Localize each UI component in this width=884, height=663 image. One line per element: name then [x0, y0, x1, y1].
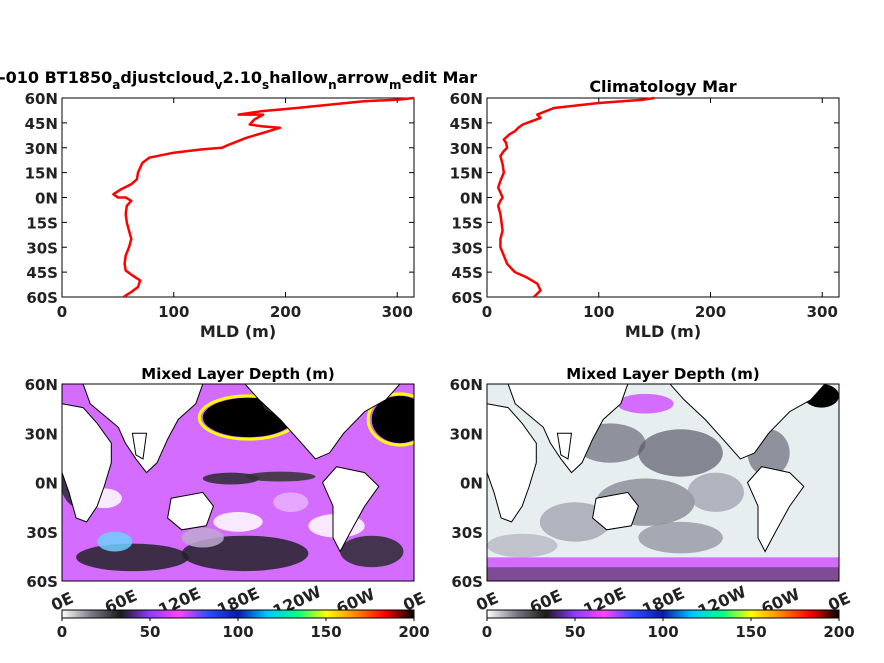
ocean-anomaly: [97, 531, 133, 552]
map-plot-area: [62, 384, 414, 581]
colorbar-tick-label: 150: [735, 623, 766, 641]
ocean-anomaly: [273, 492, 309, 513]
map-y-tick-label: 60N: [25, 376, 58, 394]
ocean-anomaly: [340, 535, 404, 568]
y-tick-label: 30N: [450, 140, 483, 158]
top-right-panel-title: Climatology Mar: [589, 77, 736, 96]
top-left-panel-title: -010 BT1850adjustcloudv2.10shallownarrow…: [0, 68, 477, 92]
x-tick-label: 0: [57, 303, 67, 321]
colorbar-tick-label: 0: [57, 623, 67, 641]
y-tick-label: 45N: [450, 115, 483, 133]
y-tick-label: 30S: [26, 239, 58, 257]
ocean-anomaly: [617, 393, 674, 414]
map-y-tick-label: 60N: [450, 376, 483, 394]
y-tick-label: 60N: [25, 90, 58, 108]
y-tick-label: 30S: [451, 239, 483, 257]
land-mask: [82, 384, 204, 474]
colorbar-tick-label: 50: [565, 623, 586, 641]
y-tick-label: 30N: [25, 140, 58, 158]
ocean-anomaly: [202, 472, 260, 485]
ocean-anomaly: [539, 502, 611, 542]
land-mask: [244, 384, 401, 460]
map-y-tick-label: 30S: [451, 524, 483, 542]
y-tick-label: 15N: [450, 165, 483, 183]
x-tick-label: 300: [807, 303, 838, 321]
mld-profile-line: [496, 96, 655, 298]
y-tick-label: 45S: [26, 264, 58, 282]
colorbar-tick-label: 100: [222, 623, 253, 641]
colorbar-tick-label: 50: [140, 623, 161, 641]
map-y-tick-label: 30N: [450, 425, 483, 443]
x-tick-label: 100: [158, 303, 189, 321]
colorbar-right: 0 50 100 150 200: [482, 609, 855, 641]
ocean-anomaly: [213, 512, 263, 532]
map-y-tick-label: 0N: [460, 475, 483, 493]
y-tick-label: 0N: [35, 190, 58, 208]
ocean-anomaly: [487, 533, 558, 558]
colorbar-tick-label: 150: [310, 623, 341, 641]
colorbar-tick-label: 0: [482, 623, 492, 641]
land-mask: [669, 384, 826, 460]
y-tick-label: 15S: [451, 214, 483, 232]
y-tick-label: 60N: [450, 90, 483, 108]
y-tick-label: 15S: [26, 214, 58, 232]
map-plot-area: [487, 384, 839, 581]
profile-plot-frame: [61, 97, 415, 298]
ocean-anomaly: [245, 471, 316, 482]
map-y-tick-label: 0N: [35, 475, 58, 493]
bottom-right-panel-title: Mixed Layer Depth (m): [566, 365, 759, 383]
map-frame: [61, 383, 415, 582]
land-mask: [746, 466, 805, 553]
land-mask: [556, 432, 573, 460]
land-mask: [131, 432, 148, 460]
land-mask: [592, 491, 639, 531]
map-y-tick-label: 60S: [451, 573, 483, 591]
y-tick-label: 0N: [460, 190, 483, 208]
deep-mixed-layer-edge: [366, 392, 414, 447]
profile-plot-frame: [486, 97, 840, 298]
colorbar-tick-label: 200: [823, 623, 854, 641]
ocean-anomaly: [638, 521, 723, 554]
southern-ocean-band: [487, 567, 839, 581]
ocean-anomaly: [638, 429, 723, 477]
land-mask: [167, 491, 214, 531]
ocean-anomaly: [181, 527, 224, 548]
x-tick-label: 0: [482, 303, 492, 321]
x-axis-label: MLD (m): [625, 322, 701, 341]
land-mask: [62, 403, 112, 523]
colorbar-left: 0 50 100 150 200: [57, 609, 430, 641]
bottom-left-panel-title: Mixed Layer Depth (m): [141, 365, 334, 383]
y-tick-label: 45S: [451, 264, 483, 282]
y-tick-label: 45N: [25, 115, 58, 133]
colorbar-gradient: [61, 609, 415, 619]
map-y-tick-label: 30N: [25, 425, 58, 443]
x-tick-label: 200: [695, 303, 726, 321]
x-tick-label: 300: [382, 303, 413, 321]
land-mask: [487, 403, 537, 523]
deep-mixed-layer-atlantic: [371, 395, 414, 444]
land-mask: [321, 466, 380, 553]
y-tick-label: 60S: [451, 289, 483, 307]
map-frame: [486, 383, 840, 582]
land-mask: [507, 384, 629, 474]
x-axis-label: MLD (m): [200, 322, 276, 341]
map-y-tick-label: 30S: [26, 524, 58, 542]
ocean-anomaly: [687, 472, 744, 513]
colorbar-gradient: [486, 609, 840, 619]
y-tick-label: 15N: [25, 165, 58, 183]
x-tick-label: 200: [270, 303, 301, 321]
y-tick-label: 60S: [26, 289, 58, 307]
map-y-tick-label: 60S: [26, 573, 58, 591]
ocean-anomaly: [76, 543, 189, 572]
colorbar-tick-label: 200: [398, 623, 429, 641]
x-tick-label: 100: [583, 303, 614, 321]
colorbar-tick-label: 100: [647, 623, 678, 641]
mld-profile-line: [112, 96, 415, 299]
